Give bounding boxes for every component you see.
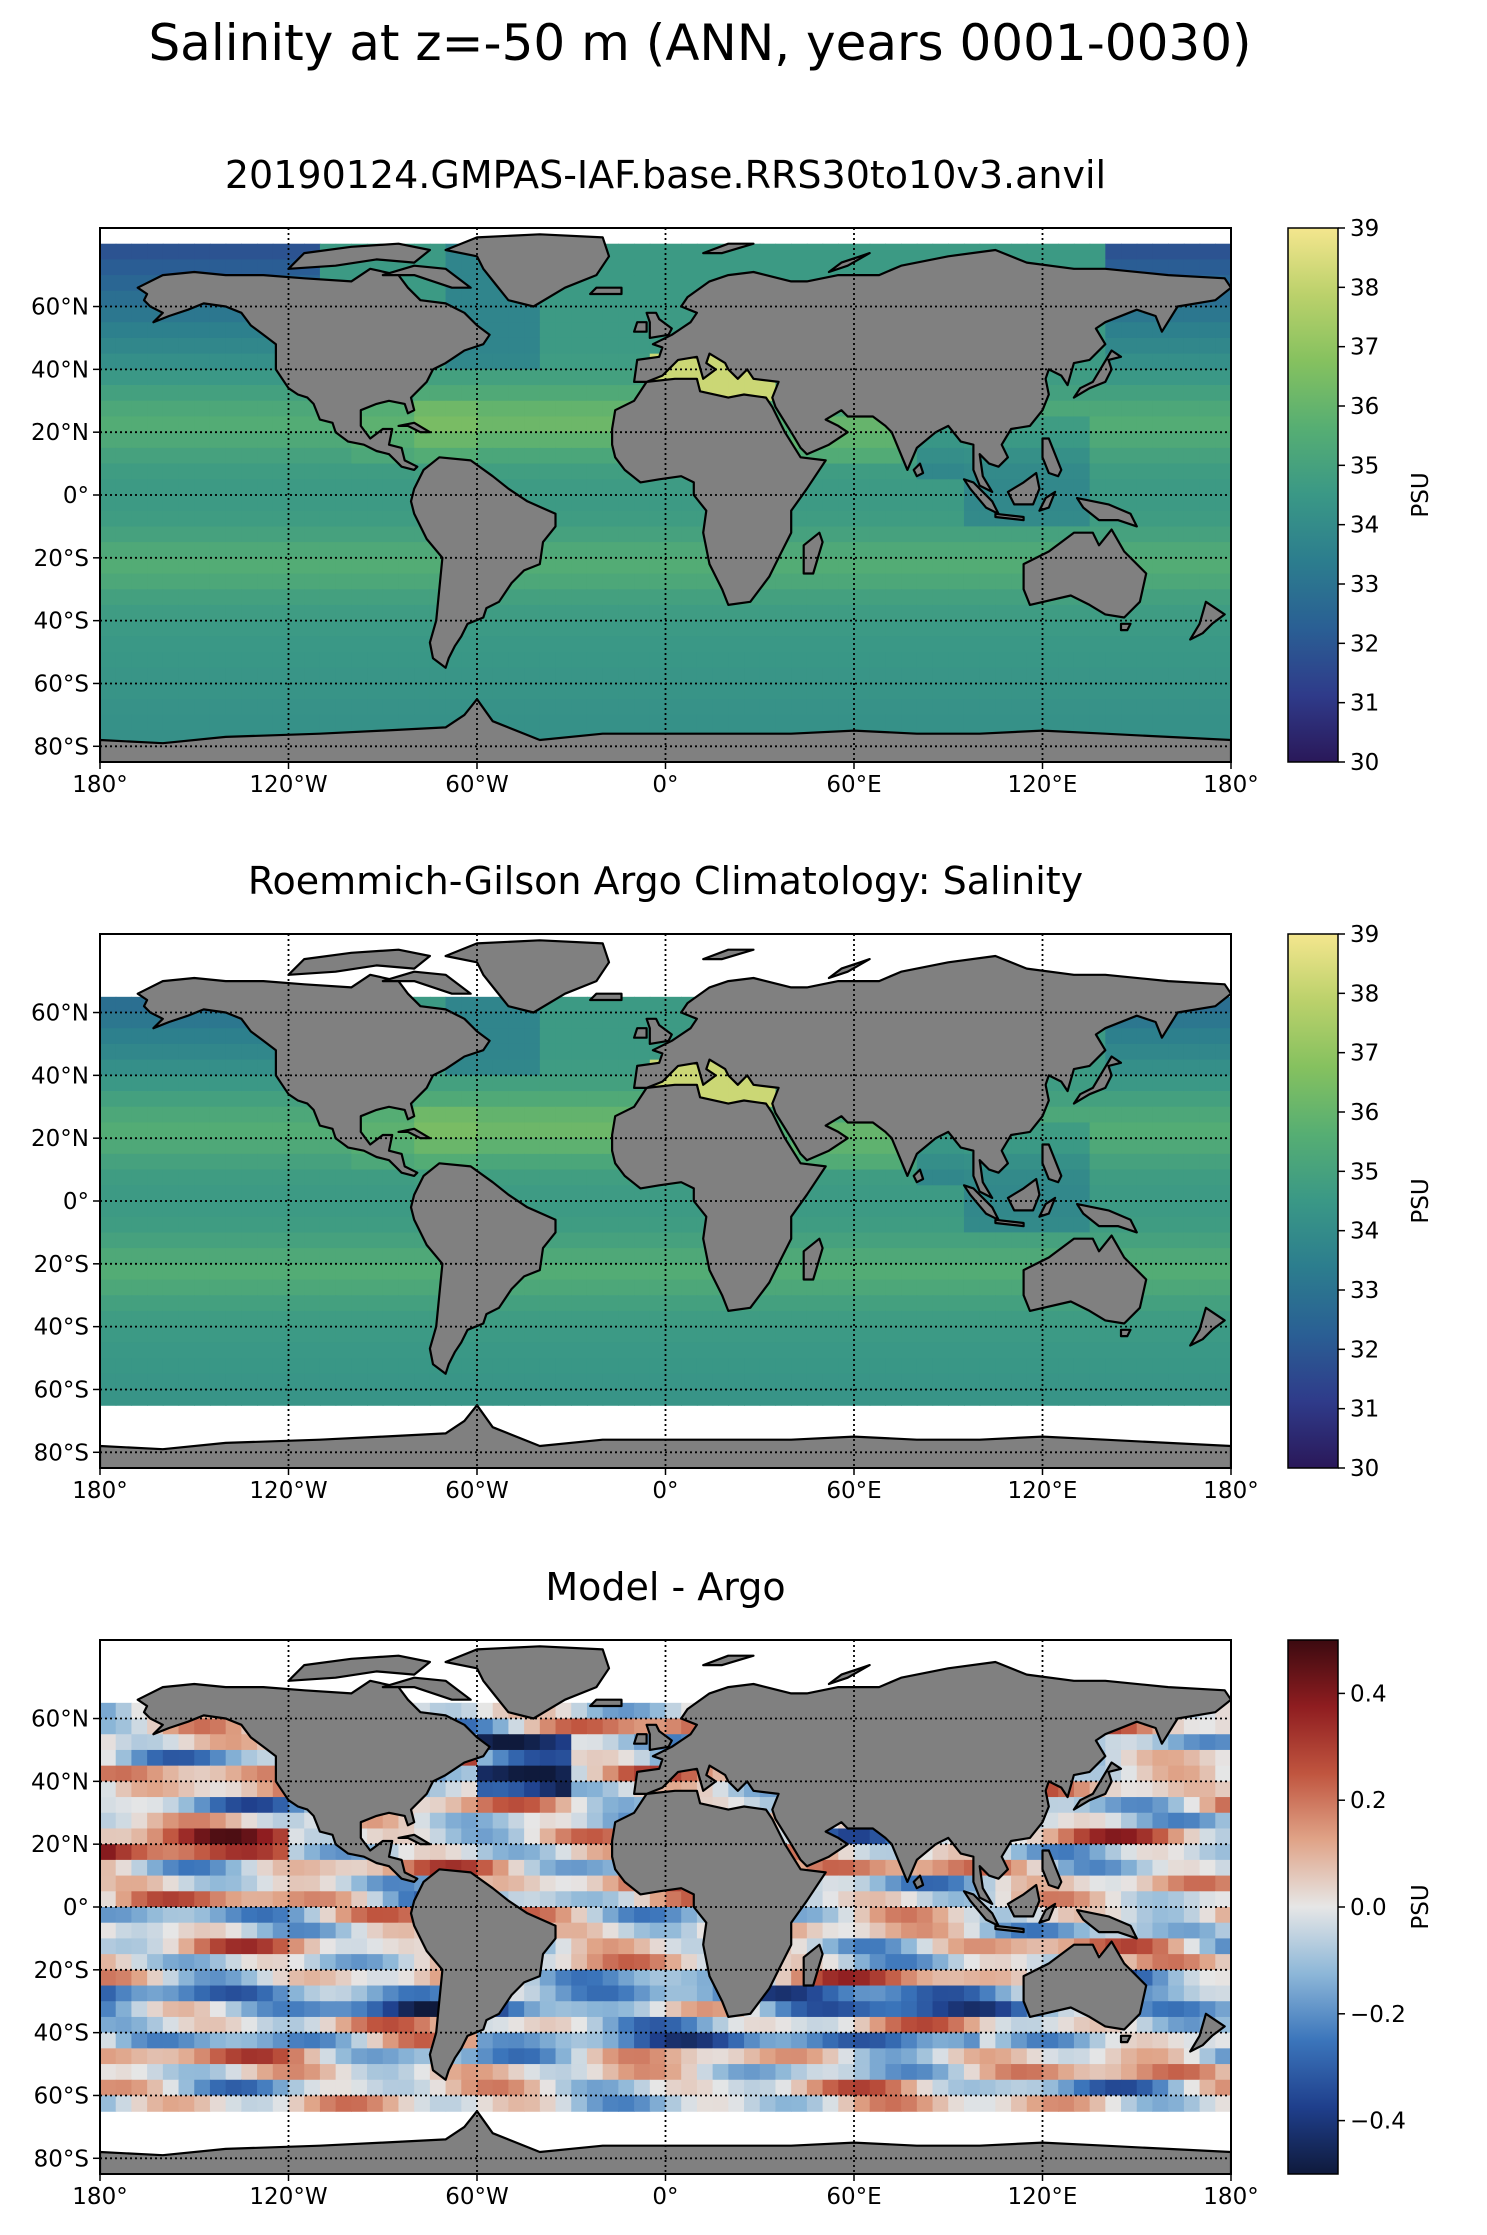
y-tick-label: 80°S — [34, 2146, 89, 2172]
x-tick-label: 180° — [72, 1478, 127, 1504]
y-tick-label: 60°S — [34, 2083, 89, 2109]
x-tick-label: 180° — [72, 2184, 127, 2210]
colorbar-tick-label: −0.4 — [1350, 2109, 1406, 2135]
x-tick-label: 0° — [652, 772, 678, 798]
figure-title: Salinity at z=-50 m (ANN, years 0001-003… — [148, 14, 1251, 72]
colorbar-tick-label: 34 — [1350, 1219, 1379, 1245]
salinity-field — [100, 1640, 1231, 2174]
panel-title: Model - Argo — [545, 1565, 785, 1609]
y-tick-label: 80°S — [34, 734, 89, 760]
y-tick-label: 40°N — [31, 1063, 89, 1089]
y-tick-label: 0° — [63, 483, 89, 509]
y-tick-label: 40°S — [34, 609, 89, 635]
x-tick-label: 180° — [1203, 1478, 1258, 1504]
colorbar-tick-label: 36 — [1350, 1100, 1379, 1126]
y-tick-label: 0° — [63, 1189, 89, 1215]
x-tick-label: 60°E — [826, 772, 881, 798]
x-tick-label: 180° — [1203, 772, 1258, 798]
panel-2: Roemmich-Gilson Argo Climatology: Salini… — [31, 859, 1434, 1504]
y-tick-label: 20°N — [31, 1126, 89, 1152]
y-tick-label: 80°S — [34, 1440, 89, 1466]
gridlines — [100, 1640, 1231, 2174]
colorbar: 30 31 32 33 34 35 36 37 38 39 PSU — [1287, 216, 1434, 776]
y-tick-label: 20°N — [31, 1832, 89, 1858]
colorbar-tick-label: 30 — [1350, 750, 1379, 776]
colorbar-tick-label: 35 — [1350, 1159, 1379, 1185]
colorbar-tick-label: 37 — [1350, 1041, 1379, 1067]
colorbar-tick-label: 0.2 — [1350, 1788, 1387, 1814]
x-tick-label: 120°W — [249, 1478, 327, 1504]
y-tick-label: 20°S — [34, 546, 89, 572]
colorbar-tick-label: 0.0 — [1350, 1895, 1387, 1921]
colorbar-gradient — [1287, 227, 1339, 763]
colorbar-gradient — [1287, 1639, 1339, 2175]
panel-title: Roemmich-Gilson Argo Climatology: Salini… — [248, 859, 1083, 903]
colorbar-tick-label: 38 — [1350, 981, 1379, 1007]
colorbar-tick-label: 37 — [1350, 335, 1379, 361]
colorbar: −0.4 −0.2 0.0 0.2 0.4 PSU — [1287, 1639, 1434, 2175]
x-tick-label: 60°W — [445, 1478, 509, 1504]
colorbar-tick-label: 39 — [1350, 216, 1379, 242]
x-tick-label: 120°E — [1008, 772, 1078, 798]
colorbar-tick-label: 33 — [1350, 572, 1379, 598]
colorbar-tick-label: 38 — [1350, 275, 1379, 301]
x-tick-label: 120°W — [249, 2184, 327, 2210]
y-tick-label: 20°N — [31, 420, 89, 446]
y-tick-label: 60°N — [31, 295, 89, 321]
y-tick-label: 60°S — [34, 1377, 89, 1403]
x-tick-label: 60°E — [826, 2184, 881, 2210]
colorbar-label: PSU — [1408, 472, 1434, 517]
x-tick-label: 120°E — [1008, 1478, 1078, 1504]
x-tick-label: 180° — [1203, 2184, 1258, 2210]
x-tick-label: 120°E — [1008, 2184, 1078, 2210]
y-tick-label: 40°S — [34, 2021, 89, 2047]
colorbar-tick-label: 35 — [1350, 453, 1379, 479]
x-tick-label: 60°E — [826, 1478, 881, 1504]
y-tick-label: 60°S — [34, 671, 89, 697]
salinity-field — [100, 228, 1231, 762]
colorbar-tick-label: −0.2 — [1350, 2002, 1406, 2028]
y-tick-label: 40°N — [31, 1769, 89, 1795]
y-tick-label: 60°N — [31, 1707, 89, 1733]
colorbar: 30 31 32 33 34 35 36 37 38 39 PSU — [1287, 922, 1434, 1482]
x-tick-label: 60°W — [445, 2184, 509, 2210]
gridlines — [100, 934, 1231, 1468]
salinity-field — [100, 934, 1231, 1468]
x-tick-label: 120°W — [249, 772, 327, 798]
x-tick-label: 60°W — [445, 772, 509, 798]
panel-title: 20190124.GMPAS-IAF.base.RRS30to10v3.anvi… — [225, 153, 1106, 197]
colorbar-tick-label: 39 — [1350, 922, 1379, 948]
colorbar-tick-label: 30 — [1350, 1456, 1379, 1482]
x-tick-label: 0° — [652, 1478, 678, 1504]
colorbar-gradient — [1287, 933, 1339, 1469]
colorbar-tick-label: 32 — [1350, 1337, 1379, 1363]
land-mask — [100, 939, 1231, 1468]
land-mask — [100, 233, 1231, 762]
y-tick-label: 40°S — [34, 1315, 89, 1341]
colorbar-tick-label: 34 — [1350, 513, 1379, 539]
colorbar-tick-label: 0.4 — [1350, 1681, 1387, 1707]
panel-1: 20190124.GMPAS-IAF.base.RRS30to10v3.anvi… — [31, 153, 1434, 798]
y-tick-label: 40°N — [31, 357, 89, 383]
x-tick-label: 180° — [72, 772, 127, 798]
y-tick-label: 20°S — [34, 1958, 89, 1984]
panel-3: Model - Argo 180° 120°W 60°W 0° 60°E 120°E 180°… — [31, 1565, 1434, 2210]
y-tick-label: 0° — [63, 1895, 89, 1921]
colorbar-tick-label: 33 — [1350, 1278, 1379, 1304]
colorbar-label: PSU — [1408, 1884, 1434, 1929]
colorbar-tick-label: 36 — [1350, 394, 1379, 420]
y-tick-label: 60°N — [31, 1001, 89, 1027]
colorbar-tick-label: 31 — [1350, 691, 1379, 717]
x-tick-label: 0° — [652, 2184, 678, 2210]
y-tick-label: 20°S — [34, 1252, 89, 1278]
colorbar-tick-label: 31 — [1350, 1397, 1379, 1423]
land-mask — [100, 1645, 1231, 2174]
colorbar-label: PSU — [1408, 1178, 1434, 1223]
colorbar-tick-label: 32 — [1350, 631, 1379, 657]
gridlines — [100, 228, 1231, 762]
